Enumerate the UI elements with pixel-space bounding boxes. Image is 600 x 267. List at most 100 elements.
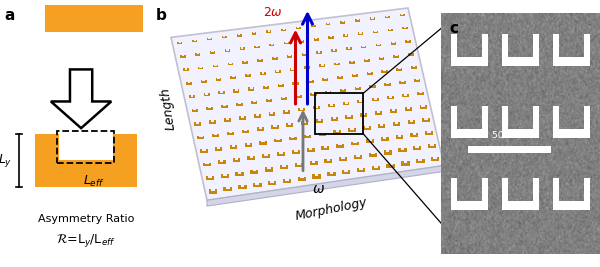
- Bar: [221, 106, 228, 108]
- Bar: [316, 161, 317, 165]
- Bar: [349, 62, 355, 64]
- Bar: [346, 115, 347, 119]
- Bar: [223, 160, 226, 164]
- Bar: [191, 109, 193, 112]
- Bar: [227, 63, 229, 65]
- Bar: [437, 157, 439, 161]
- Bar: [388, 29, 389, 31]
- Bar: [304, 66, 306, 69]
- Bar: [401, 163, 410, 166]
- Bar: [277, 152, 279, 156]
- Bar: [327, 172, 329, 176]
- Bar: [224, 118, 226, 121]
- Bar: [284, 42, 286, 44]
- Bar: [274, 181, 277, 185]
- Bar: [553, 34, 559, 66]
- Bar: [35, 160, 137, 187]
- Bar: [211, 38, 212, 40]
- Bar: [207, 38, 208, 40]
- Bar: [242, 62, 248, 64]
- Bar: [227, 174, 229, 178]
- Bar: [209, 163, 211, 166]
- Bar: [227, 133, 234, 135]
- Bar: [328, 37, 334, 39]
- Bar: [251, 102, 257, 104]
- Bar: [328, 36, 330, 39]
- Text: Morphology: Morphology: [295, 196, 368, 223]
- Bar: [265, 141, 267, 144]
- Bar: [212, 134, 214, 137]
- Bar: [186, 82, 188, 85]
- Bar: [190, 82, 192, 85]
- Bar: [553, 57, 590, 66]
- Bar: [271, 127, 278, 129]
- Bar: [210, 52, 215, 54]
- Bar: [410, 133, 413, 137]
- Bar: [340, 22, 346, 23]
- Bar: [383, 151, 386, 155]
- Bar: [328, 105, 335, 107]
- Bar: [289, 138, 296, 140]
- Bar: [245, 76, 251, 77]
- Bar: [354, 156, 362, 159]
- Bar: [400, 15, 404, 16]
- Bar: [317, 38, 319, 41]
- Bar: [354, 155, 356, 159]
- Bar: [314, 38, 315, 41]
- Bar: [274, 112, 275, 116]
- Bar: [366, 139, 368, 143]
- Text: a: a: [5, 8, 15, 23]
- Bar: [321, 119, 323, 123]
- Bar: [271, 99, 272, 102]
- Bar: [377, 98, 379, 101]
- Bar: [236, 104, 242, 106]
- Bar: [337, 77, 343, 79]
- Bar: [307, 150, 314, 152]
- Bar: [212, 176, 214, 180]
- Bar: [395, 137, 403, 139]
- Bar: [343, 34, 344, 37]
- Bar: [408, 53, 410, 56]
- Bar: [283, 179, 285, 183]
- Bar: [322, 79, 328, 81]
- Bar: [206, 178, 214, 180]
- Bar: [245, 144, 252, 147]
- Bar: [359, 87, 361, 90]
- Bar: [353, 61, 355, 64]
- Bar: [398, 150, 407, 152]
- Bar: [257, 59, 259, 62]
- Bar: [290, 70, 296, 71]
- Bar: [233, 91, 239, 92]
- Bar: [215, 78, 217, 81]
- Bar: [385, 17, 390, 18]
- Bar: [213, 66, 218, 67]
- Bar: [287, 55, 289, 58]
- Bar: [316, 51, 318, 54]
- Bar: [199, 53, 200, 56]
- Bar: [200, 151, 208, 153]
- Bar: [391, 29, 393, 31]
- Bar: [261, 59, 263, 62]
- Bar: [407, 120, 410, 124]
- Bar: [370, 85, 371, 88]
- Bar: [245, 143, 247, 147]
- Bar: [350, 48, 352, 50]
- Bar: [406, 41, 411, 43]
- Bar: [385, 16, 386, 18]
- Bar: [413, 120, 415, 124]
- Bar: [277, 154, 285, 156]
- Bar: [279, 70, 281, 73]
- Bar: [280, 165, 282, 169]
- Bar: [368, 126, 371, 130]
- Bar: [236, 103, 238, 106]
- Polygon shape: [207, 166, 444, 206]
- Bar: [239, 49, 245, 50]
- Bar: [197, 136, 199, 139]
- Bar: [318, 106, 320, 109]
- Bar: [360, 113, 362, 117]
- Bar: [358, 100, 359, 103]
- Bar: [355, 88, 361, 90]
- Bar: [431, 159, 439, 161]
- Bar: [378, 126, 385, 128]
- Bar: [339, 159, 347, 161]
